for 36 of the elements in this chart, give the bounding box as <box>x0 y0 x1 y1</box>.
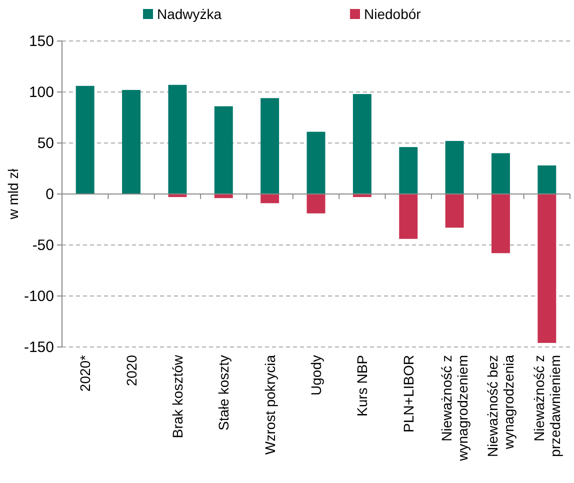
bar <box>538 194 556 343</box>
bar <box>352 94 372 194</box>
y-tick-label: -50 <box>32 236 54 254</box>
y-axis-title: w mld zł <box>5 168 21 220</box>
bar <box>260 194 280 204</box>
bar <box>491 194 510 254</box>
x-tick-label: Nieważność z wynagrodzeniem <box>438 355 471 462</box>
y-tick-label: 50 <box>37 134 54 152</box>
bar <box>491 153 510 194</box>
x-tick-label: PLN+LIBOR <box>400 355 416 432</box>
x-tick-label: Ugody <box>308 355 324 396</box>
bar <box>214 106 233 194</box>
y-tick-label: -150 <box>24 338 54 356</box>
bar <box>445 140 464 194</box>
bar <box>399 194 418 239</box>
y-tick-label: 0 <box>46 186 54 203</box>
x-tick-label: Brak kosztów <box>169 354 186 438</box>
bar <box>399 147 418 194</box>
y-tick-label: 100 <box>28 84 54 101</box>
bar <box>306 132 326 194</box>
legend-label: Nadwyżka <box>157 6 222 22</box>
bar <box>168 84 187 194</box>
x-tick-label: Kurs NBP <box>354 355 370 416</box>
bar <box>122 90 141 194</box>
bar <box>76 86 94 194</box>
bar <box>538 165 556 194</box>
legend-label: Niedobór <box>364 6 422 22</box>
x-tick-label: 2020* <box>77 354 94 392</box>
bar <box>445 194 464 228</box>
x-tick-label: Stałe koszty <box>216 355 232 430</box>
y-tick-label: 150 <box>28 32 54 50</box>
x-tick-label: 2020 <box>123 354 140 386</box>
x-tick-label: Wzrost pokrycia <box>262 354 278 455</box>
y-tick-label: -100 <box>24 288 54 305</box>
bar <box>260 98 280 194</box>
bar <box>306 194 326 214</box>
